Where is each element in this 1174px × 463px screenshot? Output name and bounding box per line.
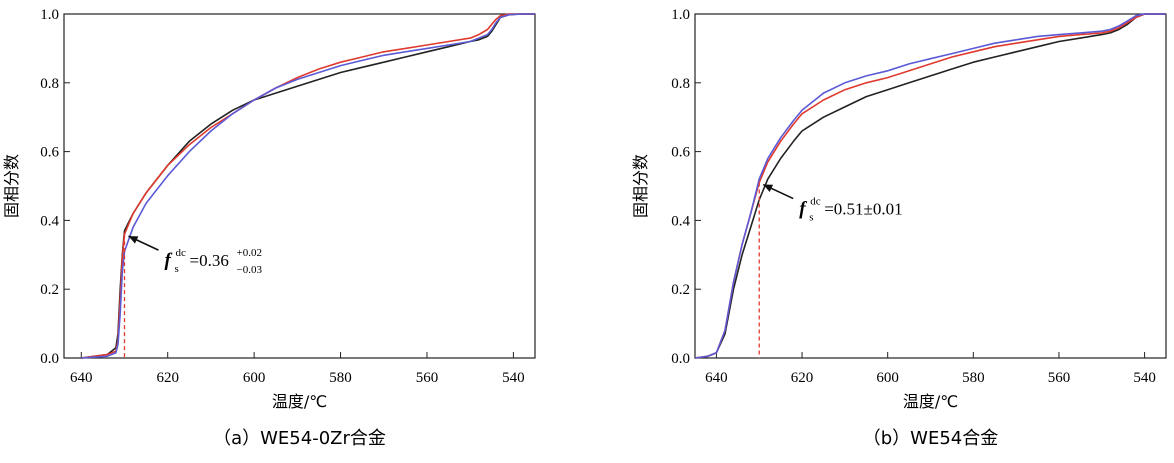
plot-frame — [694, 13, 1167, 359]
panel-b: 0.0 0.2 0.4 0.6 0.8 1.0 640 620 600 580 560 540 温度/℃… — [631, 7, 1167, 449]
y-tick-label: 1.0 — [40, 7, 59, 23]
x-tick-label: 540 — [502, 370, 525, 386]
annotation-value: =0.51±0.01 — [824, 200, 902, 219]
y-tick-label: 0.8 — [671, 76, 690, 92]
series-line-2 — [81, 13, 535, 359]
y-tick-label: 0.2 — [40, 282, 59, 298]
x-tick-label: 580 — [329, 370, 352, 386]
y-tick-label: 0.2 — [671, 282, 690, 298]
series-line-1 — [694, 13, 1166, 359]
x-tick-label: 620 — [791, 370, 814, 386]
x-axis-label: 温度/℃ — [903, 392, 958, 411]
y-tick-label: 0.8 — [40, 76, 59, 92]
x-tick-label: 600 — [876, 370, 899, 386]
annotation-lower-error: −0.03 — [236, 264, 262, 276]
annotation-symbol: f — [799, 199, 807, 220]
y-tick-label: 0.6 — [40, 145, 59, 161]
y-tick-label: 0.4 — [40, 213, 59, 229]
panel-a: 0.0 0.2 0.4 0.6 0.8 1.0 640 620 600 580 560 540 温度/℃… — [2, 7, 536, 449]
y-tick-label: 0.6 — [671, 145, 690, 161]
x-tick-label: 640 — [705, 370, 728, 386]
y-tick-label: 0.4 — [671, 213, 690, 229]
annotation-subscript: s — [809, 212, 813, 224]
annotation-arrow-head — [128, 236, 139, 244]
x-tick-label: 560 — [416, 370, 439, 386]
annotation-symbol: f — [164, 250, 172, 271]
x-tick-label: 560 — [1048, 370, 1071, 386]
y-tick-label: 1.0 — [671, 7, 690, 23]
x-tick-label: 580 — [962, 370, 985, 386]
x-tick-label: 540 — [1133, 370, 1156, 386]
series-line-3 — [694, 13, 1166, 359]
annotation-superscript: dc — [810, 196, 821, 208]
x-tick-label: 620 — [156, 370, 179, 386]
x-tick-label: 600 — [243, 370, 266, 386]
annotation-subscript: s — [174, 263, 178, 275]
annotation-upper-error: +0.02 — [236, 247, 261, 259]
panel-caption: （b）WE54合金 — [863, 428, 999, 449]
y-axis-label: 固相分数 — [2, 154, 21, 218]
annotation-value: =0.36 — [189, 251, 228, 270]
x-tick-label: 640 — [70, 370, 93, 386]
series-line-1 — [81, 13, 535, 359]
annotation-arrow-head — [763, 184, 774, 192]
y-tick-label: 0.0 — [671, 351, 690, 367]
series-line-3 — [81, 13, 535, 359]
x-axis-label: 温度/℃ — [272, 392, 327, 411]
annotation-superscript: dc — [175, 247, 186, 259]
panel-caption: （a）WE54-0Zr合金 — [213, 428, 386, 449]
y-tick-label: 0.0 — [40, 351, 59, 367]
y-axis-label: 固相分数 — [631, 154, 650, 218]
plot-frame — [63, 13, 536, 359]
